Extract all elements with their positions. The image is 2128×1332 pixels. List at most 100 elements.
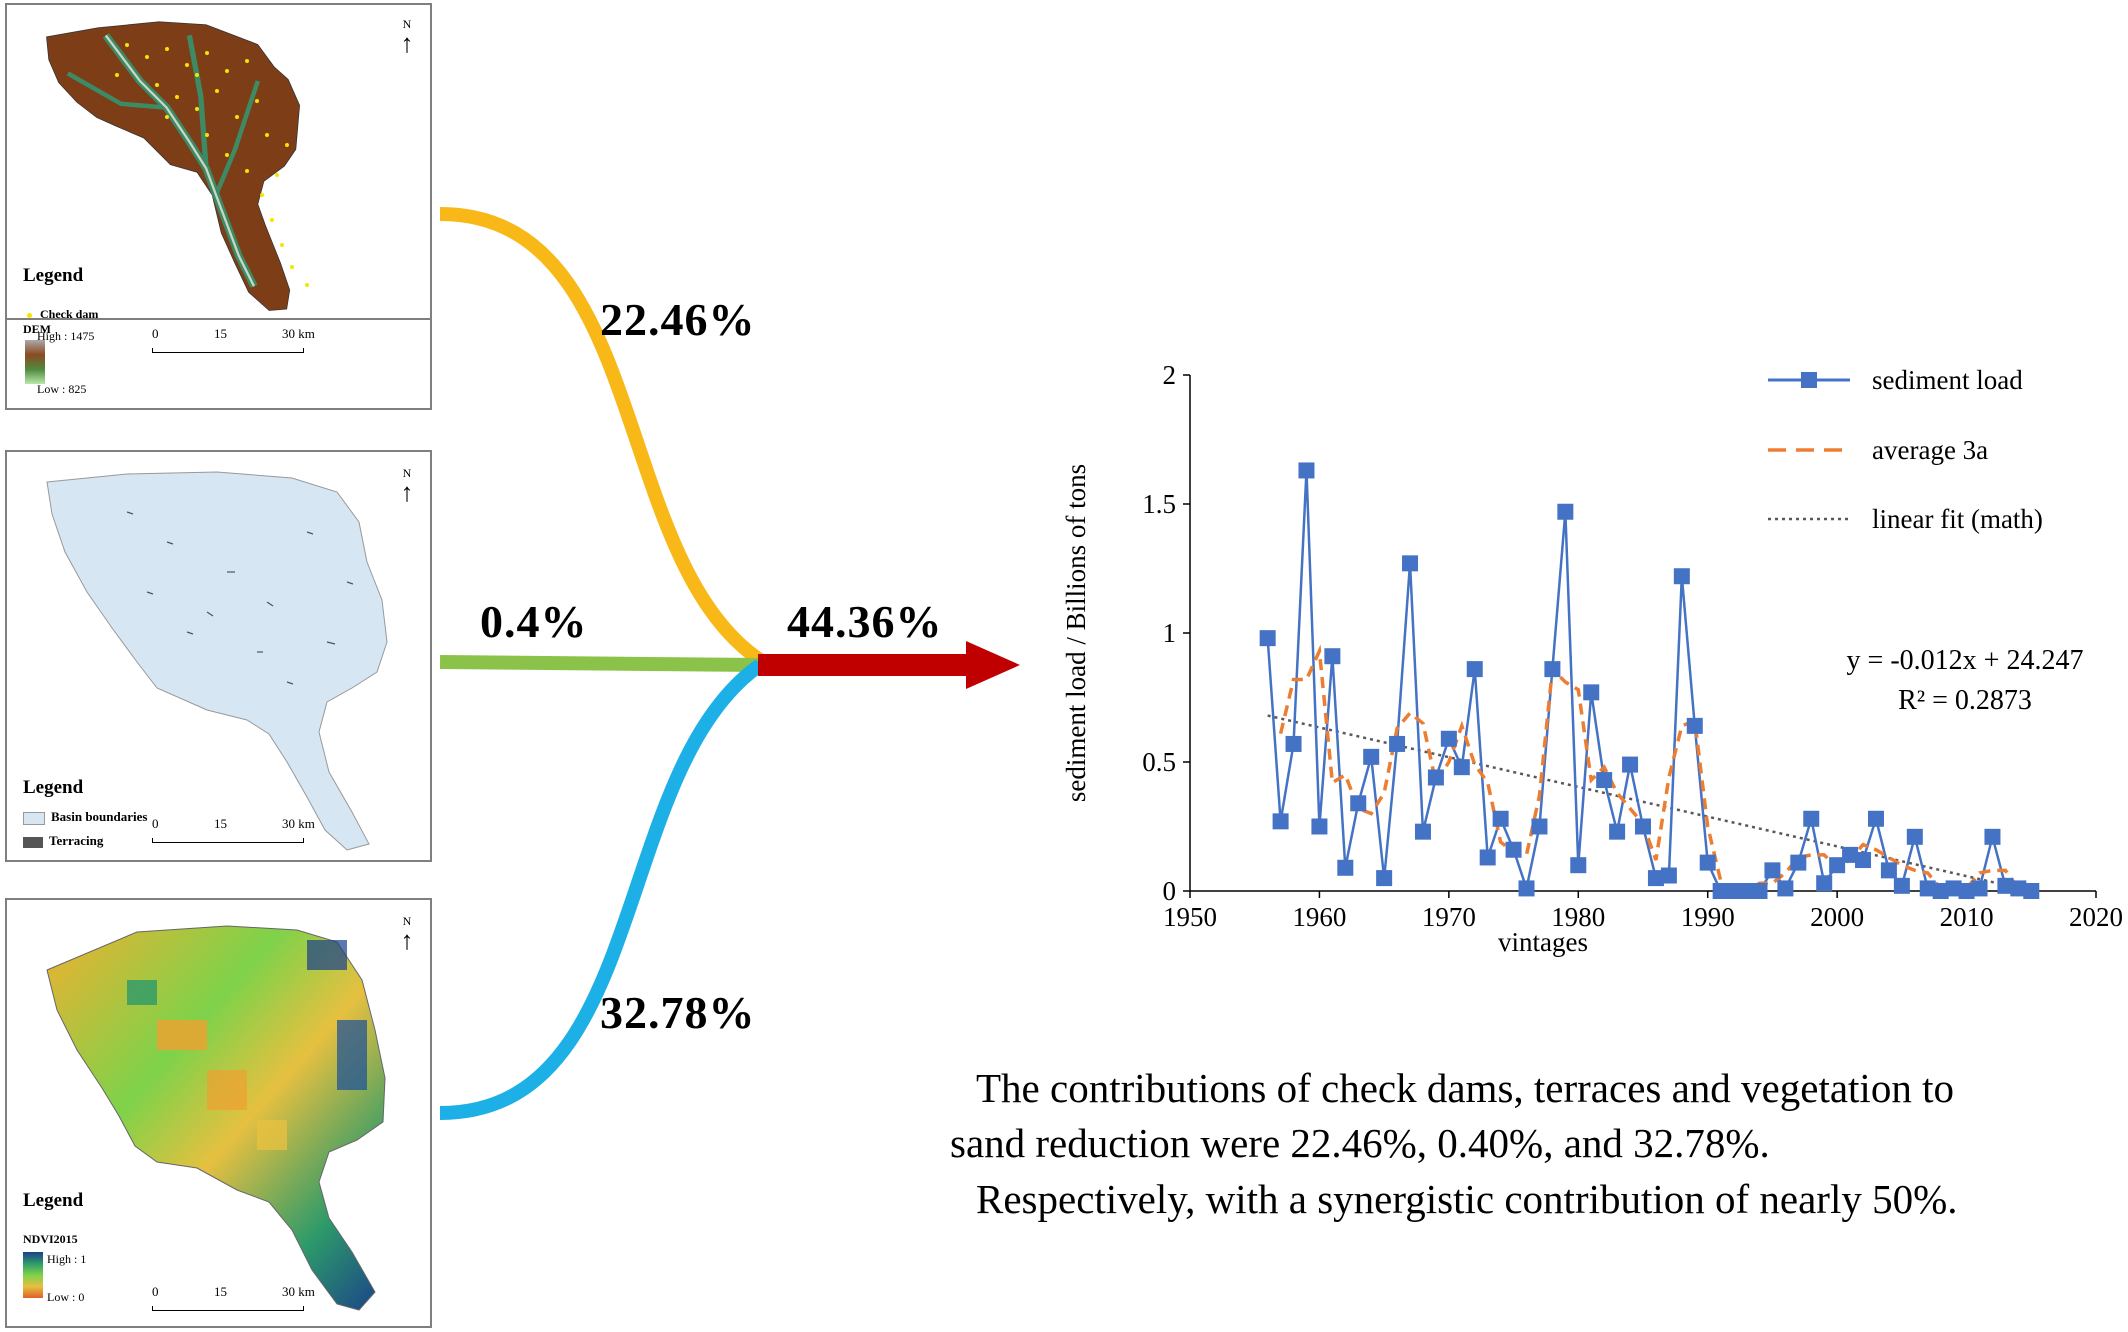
regression-equation: y = -0.012x + 24.247 [1847, 645, 2084, 676]
sediment-load-point [2010, 880, 2027, 897]
y-tick-label: 0.5 [1142, 747, 1176, 777]
sediment-load-point [1453, 759, 1470, 776]
caption-line-1: The contributions of check dams, terrace… [976, 1065, 1954, 1111]
ndvi-low-label: Low : 0 [47, 1290, 85, 1304]
sediment-load-point [1712, 883, 1729, 899]
legend-linear-fit-label: linear fit (math) [1872, 504, 2043, 534]
synergy-arrow-shaft [758, 654, 970, 676]
vegetation-flow [439, 659, 765, 1120]
dem-color-ramp [25, 340, 45, 384]
terrace-percent: 0.4% [480, 596, 588, 647]
sediment-load-point [2023, 883, 2040, 899]
sediment-load-point [1505, 841, 1522, 858]
x-tick-label: 2010 [1940, 902, 1994, 932]
sediment-load-point [1285, 735, 1302, 752]
sediment-load-point [1272, 813, 1289, 830]
sediment-load-point [1583, 684, 1600, 701]
sediment-load-point [1350, 795, 1367, 812]
sediment-load-point [1751, 883, 1768, 899]
legend-sediment-load-label: sediment load [1872, 365, 2023, 395]
x-axis-label: vintages [1498, 927, 1588, 957]
sediment-load-point [1557, 503, 1574, 520]
sediment-load-point [1790, 854, 1807, 871]
sediment-load-point [1738, 883, 1755, 899]
sediment-load-point [1971, 880, 1988, 897]
y-tick-label: 0 [1163, 876, 1177, 906]
dem-basin-map [46, 21, 309, 311]
x-tick-label: 1950 [1163, 902, 1217, 932]
sediment-load-point [1945, 880, 1962, 897]
north-arrow-icon: N ↑ [400, 466, 414, 507]
sediment-load-point [1298, 462, 1315, 479]
ndvi-color-ramp [23, 1252, 43, 1298]
sediment-load-point [1389, 735, 1406, 752]
sediment-load-point [1479, 849, 1496, 866]
sediment-load-point [1402, 555, 1419, 572]
ndvi-patches [127, 940, 367, 1150]
sediment-load-point [1867, 810, 1884, 827]
sediment-load-point [1777, 880, 1794, 897]
sediment-load-point [1609, 823, 1626, 840]
sediment-load-point [1842, 846, 1859, 863]
ndvi-basin-map [46, 925, 386, 1311]
sediment-load-point [1427, 769, 1444, 786]
map-panel-terracing: N ↑ Legend Basin boundaries Terracing 0 1… [5, 450, 432, 862]
sediment-load-point [1660, 867, 1677, 884]
sediment-load-point [1958, 883, 1975, 899]
sediment-load-point [1376, 870, 1393, 887]
dem-high-label: High : 1475 [37, 329, 95, 343]
ndvi-high-label: High : 1 [47, 1252, 87, 1266]
vegetation-percent: 32.78% [600, 987, 756, 1038]
legend-item-check-dam: Check dam [27, 307, 98, 318]
terracing-marks [126, 511, 354, 685]
sediment-load-point [1414, 823, 1431, 840]
sediment-load-point [1440, 730, 1457, 747]
sediment-load-point [1816, 875, 1833, 892]
sediment-load-point [1686, 717, 1703, 734]
x-tick-label: 1960 [1292, 902, 1346, 932]
sediment-load-point [1906, 828, 1923, 845]
sediment-load-point [1932, 883, 1949, 899]
north-arrow-icon: N ↑ [400, 914, 414, 955]
check-dam-icon [27, 312, 32, 318]
sediment-load-point [1337, 859, 1354, 876]
sediment-load-point [1829, 857, 1846, 874]
sediment-load-line [1266, 470, 2032, 894]
sediment-load-chart: 0 0.5 1 1.5 2 1950 1960 1970 1980 1990 2000 2010 202… [1061, 360, 2123, 957]
terracing-basin-map [46, 471, 388, 851]
sediment-load-point [1803, 810, 1820, 827]
sediment-load-point [1544, 661, 1561, 678]
caption-line-2: sand reduction were 22.46%, 0.40%, and 3… [950, 1120, 1770, 1166]
sediment-load-point [1880, 862, 1897, 879]
sediment-load-point [1492, 810, 1509, 827]
legend-item-terracing: Terracing [23, 833, 103, 849]
ndvi-title: NDVI2015 [23, 1232, 78, 1246]
x-tick-label: 1990 [1681, 902, 1735, 932]
sediment-load-point [1647, 870, 1664, 887]
legend-sediment-load-marker [1801, 372, 1817, 388]
synergy-arrow-head [966, 641, 1020, 689]
y-tick-label: 1.5 [1142, 489, 1176, 519]
x-tick-label: 2000 [1810, 902, 1864, 932]
linear-fit-line [1267, 714, 2032, 893]
sediment-load-point [1518, 880, 1535, 897]
synergy-percent: 44.36% [787, 596, 943, 647]
map-panel-ndvi: N ↑ Legend NDVI2015 High : 1 Low : 0 0 15… [5, 898, 432, 1328]
sediment-load-point [1635, 818, 1651, 835]
sediment-load-point [1324, 648, 1341, 665]
legend-title: Legend [23, 1190, 84, 1211]
sediment-load-point [1893, 877, 1910, 894]
average-3a-line [1278, 644, 2020, 893]
legend-item-basin: Basin boundaries [23, 809, 147, 825]
sediment-load-point [1997, 877, 2014, 894]
x-tick-label: 1970 [1422, 902, 1476, 932]
sediment-load-point [1363, 748, 1380, 765]
check-dam-percent: 22.46% [600, 294, 756, 345]
sediment-load-point [1764, 862, 1781, 879]
legend-title: Legend [23, 777, 84, 798]
sediment-load-point [1466, 661, 1483, 678]
check-dam-flow [439, 207, 764, 666]
sediment-load-point [1259, 630, 1276, 647]
contribution-flow [439, 207, 1020, 1120]
sediment-load-point [1596, 772, 1613, 789]
